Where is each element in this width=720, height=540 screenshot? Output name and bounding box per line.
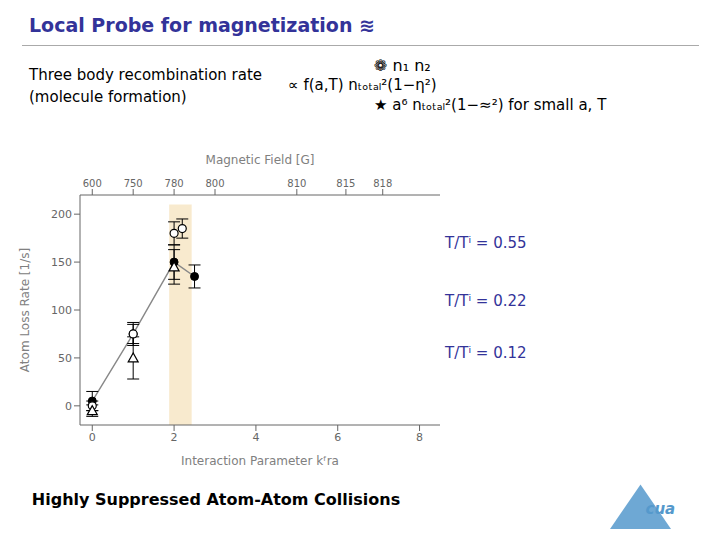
svg-text:8: 8	[416, 431, 423, 444]
svg-text:50: 50	[58, 352, 72, 365]
html-text:Three body recombination rate: Three body recombination rate	[29, 66, 263, 84]
svg-text:Atom Loss Rate [1/s]: Atom Loss Rate [1/s]	[18, 248, 32, 372]
svg-text:Magnetic Field [G]: Magnetic Field [G]	[206, 153, 315, 167]
svg-text:cua: cua	[646, 500, 676, 518]
svg-text:6: 6	[334, 431, 341, 444]
svg-text:2: 2	[171, 431, 178, 444]
svg-text:780: 780	[165, 178, 184, 189]
svg-text:150: 150	[51, 256, 72, 269]
html-text:(molecule formation): (molecule formation)	[29, 88, 187, 106]
svg-text:818: 818	[373, 178, 392, 189]
svg-text:100: 100	[51, 304, 72, 317]
svg-text:0: 0	[65, 400, 72, 413]
html-text:★ a⁶ nₜₒₜₐₗ²(1−≈²) for small a: ★ a⁶ nₜₒₜₐₗ²(1−≈²) for small a, T	[374, 96, 607, 114]
html-text:Local Probe for magnetization: Local Probe for magnetization ≋	[29, 14, 375, 36]
svg-text:815: 815	[336, 178, 355, 189]
svg-text:800: 800	[205, 178, 224, 189]
svg-text:750: 750	[124, 178, 143, 189]
svg-text:T/Tⁱ = 0.22: T/Tⁱ = 0.22	[444, 292, 527, 310]
svg-text:600: 600	[83, 178, 102, 189]
svg-text:810: 810	[287, 178, 306, 189]
html-text:❁ n₁ n₂: ❁ n₁ n₂	[374, 56, 431, 75]
html-text:Highly Suppressed Atom-Atom Co: Highly Suppressed Atom-Atom Collisions	[31, 490, 401, 509]
svg-text:200: 200	[51, 208, 72, 221]
svg-text:T/Tⁱ = 0.55: T/Tⁱ = 0.55	[444, 234, 527, 252]
svg-text:Interaction Parameter kᶠra: Interaction Parameter kᶠra	[181, 454, 339, 468]
svg-text:0: 0	[89, 431, 96, 444]
svg-text:4: 4	[252, 431, 259, 444]
html-text:∝ f(a,T) nₜₒₜₐₗ²(1−η²): ∝ f(a,T) nₜₒₜₐₗ²(1−η²)	[288, 76, 437, 94]
svg-text:T/Tⁱ = 0.12: T/Tⁱ = 0.12	[444, 344, 527, 362]
